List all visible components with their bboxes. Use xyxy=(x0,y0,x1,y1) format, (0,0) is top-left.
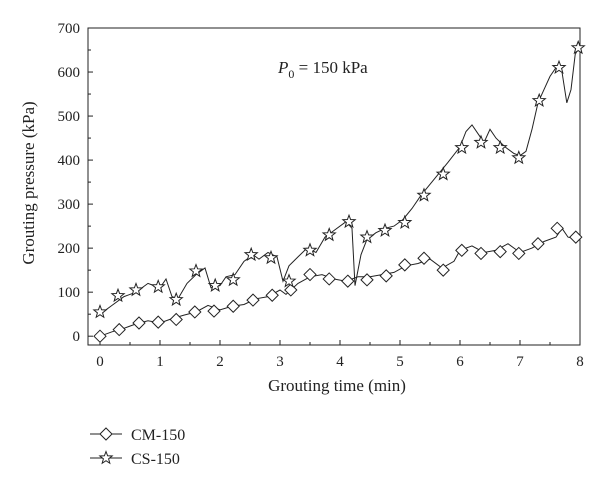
x-tick-label: 1 xyxy=(156,354,164,370)
y-tick-label: 600 xyxy=(58,65,81,81)
x-tick-label: 5 xyxy=(396,354,404,370)
data-point-cm-150 xyxy=(188,305,202,319)
series-line-cs-150 xyxy=(99,45,581,315)
data-point-cs-150 xyxy=(225,271,241,287)
pressure-annotation: P0 = 150 kPa xyxy=(277,58,368,81)
data-point-cm-150 xyxy=(341,274,355,288)
data-point-cs-150 xyxy=(128,282,144,297)
y-tick-label: 100 xyxy=(58,285,81,301)
y-tick-label: 300 xyxy=(58,197,81,213)
x-tick-label: 4 xyxy=(336,354,344,370)
data-point-cs-150 xyxy=(359,229,375,244)
data-point-cm-150 xyxy=(303,267,317,282)
x-tick-label: 8 xyxy=(576,354,584,370)
axes: 0 1 2 3 4 5 6 7 8 0 100 200 300 400 500 600 700 xyxy=(58,21,584,370)
data-point-cs-150 xyxy=(551,59,567,75)
y-tick-label: 0 xyxy=(73,329,81,345)
data-point-cm-150 xyxy=(569,230,583,244)
data-point-cm-150 xyxy=(132,316,146,330)
data-point-cs-150 xyxy=(531,92,547,108)
data-point-cm-150 xyxy=(93,329,107,343)
data-point-cs-150 xyxy=(92,304,108,319)
data-point-cm-150 xyxy=(436,263,450,277)
data-point-cs-150 xyxy=(511,149,527,165)
data-point-cm-150 xyxy=(151,315,165,329)
data-point-cm-150 xyxy=(512,246,526,261)
x-tick-label: 2 xyxy=(216,354,224,370)
data-point-cm-150 xyxy=(207,304,221,318)
data-point-cs-150 xyxy=(570,39,586,55)
data-point-cs-150 xyxy=(302,242,318,257)
data-point-cs-150 xyxy=(397,214,413,230)
data-point-cs-150 xyxy=(207,277,223,292)
data-point-cs-150 xyxy=(150,278,166,294)
data-point-cm-150 xyxy=(169,312,183,327)
data-point-cm-150 xyxy=(112,322,126,337)
data-point-cm-150 xyxy=(379,269,393,283)
data-point-cm-150 xyxy=(531,237,545,251)
y-tick-label: 200 xyxy=(58,241,81,257)
data-point-cm-150 xyxy=(417,251,431,265)
data-point-cs-150 xyxy=(341,213,357,229)
legend-label: CS-150 xyxy=(131,451,180,468)
legend-label: CM-150 xyxy=(131,427,185,444)
data-point-cm-150 xyxy=(226,299,240,313)
data-point-cm-150 xyxy=(493,244,507,259)
data-point-cm-150 xyxy=(322,272,336,286)
legend: CM-150 CS-150 xyxy=(90,427,185,468)
data-point-cm-150 xyxy=(455,243,469,258)
y-tick-label: 500 xyxy=(58,109,81,125)
plot-frame xyxy=(87,27,581,346)
data-point-cs-150 xyxy=(168,291,184,307)
y-tick-label: 400 xyxy=(58,153,81,169)
annotation-subscript: 0 xyxy=(288,67,294,81)
data-point-cm-150 xyxy=(550,221,564,236)
data-point-cs-150 xyxy=(473,134,489,149)
data-point-cs-150 xyxy=(321,226,337,242)
data-point-cs-150 xyxy=(243,246,259,262)
data-point-cm-150 xyxy=(246,293,260,307)
data-point-cm-150 xyxy=(360,273,374,287)
data-point-cm-150 xyxy=(398,258,412,272)
x-tick-label: 0 xyxy=(96,354,104,370)
data-point-cm-150 xyxy=(474,246,488,261)
data-point-cs-150 xyxy=(110,287,126,303)
data-point-cs-150 xyxy=(416,187,432,202)
legend-item-cs-150: CS-150 xyxy=(90,450,180,468)
annotation-symbol: P xyxy=(277,58,288,77)
legend-marker xyxy=(99,427,113,441)
data-point-cs-150 xyxy=(281,273,297,288)
legend-marker xyxy=(98,450,114,465)
series-cs-150 xyxy=(92,39,586,319)
data-point-cm-150 xyxy=(284,283,298,297)
data-point-cs-150 xyxy=(454,139,470,155)
x-tick-label: 6 xyxy=(456,354,464,370)
x-tick-label: 3 xyxy=(276,354,284,370)
annotation-text: = 150 kPa xyxy=(294,58,368,77)
data-point-cs-150 xyxy=(188,263,204,278)
series-cm-150 xyxy=(93,221,583,343)
x-tick-label: 7 xyxy=(516,354,524,370)
x-axis-title: Grouting time (min) xyxy=(268,376,406,395)
data-point-cs-150 xyxy=(377,222,393,237)
series-layer xyxy=(92,39,586,343)
y-tick-label: 700 xyxy=(58,21,81,37)
data-point-cs-150 xyxy=(435,166,451,181)
data-point-cm-150 xyxy=(265,288,279,302)
data-point-cs-150 xyxy=(263,249,279,265)
data-point-cs-150 xyxy=(492,139,508,155)
legend-item-cm-150: CM-150 xyxy=(90,427,185,444)
y-axis-title: Grouting pressure (kPa) xyxy=(19,101,38,264)
